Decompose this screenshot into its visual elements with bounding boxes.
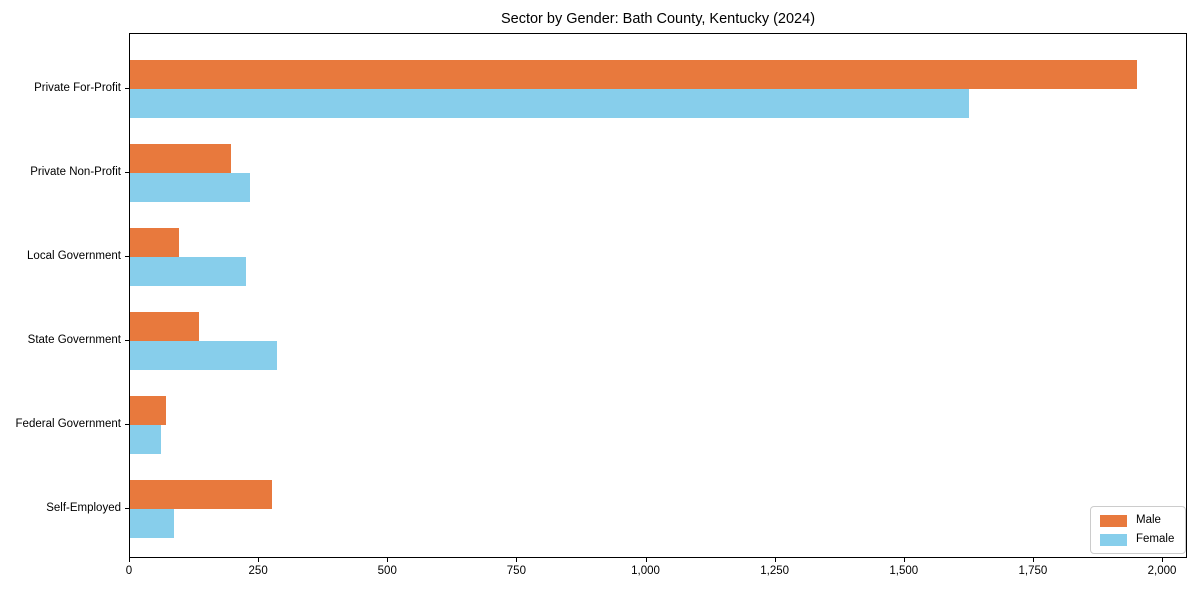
bar-female-local-government	[130, 256, 246, 286]
bar-female-self-employed	[130, 508, 174, 538]
x-tick-mark	[903, 558, 905, 562]
category-label-federal-government: Federal Government	[15, 417, 121, 430]
plot-area	[129, 33, 1187, 558]
x-tick-label-750: 750	[506, 565, 526, 577]
category-label-private-non-profit: Private Non-Profit	[30, 165, 121, 178]
category-label-state-government: State Government	[27, 333, 121, 346]
bar-female-federal-government	[130, 424, 161, 454]
x-tick-label-250: 250	[248, 565, 268, 577]
x-tick-mark	[387, 558, 389, 562]
legend-swatch-male	[1100, 514, 1127, 527]
x-tick-mark	[774, 558, 776, 562]
bar-male-private-for-profit	[130, 60, 1137, 89]
x-tick-mark	[516, 558, 518, 562]
x-tick-mark	[1162, 558, 1163, 562]
x-tick-label-1000: 1,000	[631, 565, 660, 577]
x-tick-mark	[129, 558, 130, 562]
bar-male-federal-government	[130, 395, 166, 425]
y-tick-mark	[125, 423, 129, 425]
legend: Male Female	[1090, 506, 1186, 554]
legend-swatch-female	[1100, 533, 1127, 546]
x-tick-label-1250: 1,250	[760, 565, 790, 577]
category-label-private-for-profit: Private For-Profit	[34, 82, 121, 94]
bar-male-self-employed	[130, 479, 272, 509]
legend-item-female: Female	[1100, 533, 1176, 546]
bar-male-private-non-profit	[130, 143, 231, 173]
x-tick-label-2000: 2,000	[1147, 565, 1177, 577]
category-label-self-employed: Self-Employed	[46, 501, 121, 514]
x-tick-label-1750: 1,750	[1018, 565, 1048, 577]
chart-title: Sector by Gender: Bath County, Kentucky …	[500, 11, 816, 27]
bar-male-local-government	[130, 227, 179, 257]
bar-female-state-government	[130, 340, 277, 370]
y-tick-mark	[125, 339, 129, 341]
x-tick-mark	[645, 558, 647, 562]
x-tick-mark	[1032, 558, 1034, 562]
x-tick-mark	[258, 558, 260, 562]
bar-female-private-non-profit	[130, 172, 250, 202]
legend-item-male: Male	[1100, 514, 1176, 527]
category-label-local-government: Local Government	[27, 249, 121, 262]
y-tick-mark	[125, 171, 129, 173]
bar-male-state-government	[130, 311, 199, 341]
y-tick-mark	[125, 255, 129, 257]
x-tick-label-1500: 1,500	[889, 565, 919, 577]
bar-female-private-for-profit	[130, 89, 969, 118]
x-tick-label-0: 0	[125, 565, 133, 577]
x-tick-label-500: 500	[377, 565, 397, 577]
y-tick-mark	[125, 88, 129, 89]
y-tick-mark	[125, 507, 129, 509]
legend-label-male: Male	[1136, 514, 1161, 526]
legend-label-female: Female	[1136, 533, 1175, 545]
